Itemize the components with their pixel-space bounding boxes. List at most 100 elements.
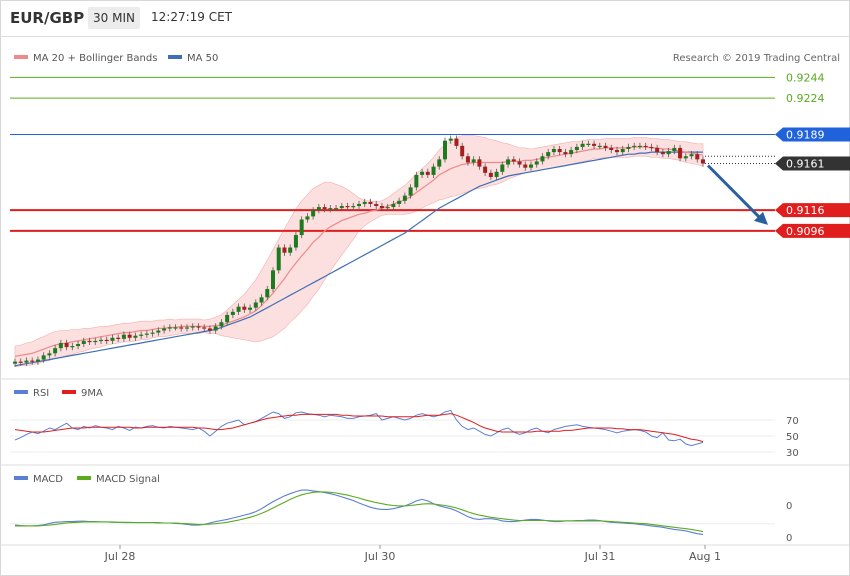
candle-body <box>225 314 230 323</box>
candle-body <box>357 203 361 207</box>
candle-body <box>511 159 516 162</box>
candle-body <box>391 203 396 208</box>
candle-body <box>190 326 195 328</box>
candle-body <box>637 145 642 148</box>
candle-body <box>104 339 109 342</box>
candle-body <box>213 326 218 331</box>
rsi-series-0 <box>14 409 704 447</box>
level-label-2: 0.9189 <box>786 128 825 141</box>
candle-body <box>93 340 98 343</box>
forecast-arrow-head <box>754 211 768 225</box>
candle-body <box>322 207 327 210</box>
candle-body <box>420 171 425 175</box>
candle-body <box>207 328 212 331</box>
candle-body <box>431 166 436 175</box>
candle-body <box>236 306 241 312</box>
candle-body <box>523 164 528 168</box>
candle-body <box>620 148 625 153</box>
candle-body <box>53 348 58 354</box>
candle-body <box>24 360 29 363</box>
candle-body <box>185 327 189 329</box>
chart-header: EUR/GBP 30 MIN 12:27:19 CET <box>0 0 850 36</box>
candle-body <box>477 159 482 167</box>
candle-body <box>265 289 270 298</box>
candle-body <box>546 152 551 157</box>
candle-body <box>133 335 138 338</box>
candle-body <box>425 171 430 175</box>
candle-body <box>557 148 562 153</box>
candle-body <box>460 145 465 157</box>
rsi-tick-label: 70 <box>786 416 799 427</box>
candle-body <box>397 200 402 204</box>
level-box-3 <box>775 156 850 171</box>
candle-body <box>219 322 224 327</box>
candle-body <box>517 161 522 165</box>
macd-signal-legend-swatch <box>77 476 91 480</box>
candle-body <box>580 143 585 147</box>
candle-body <box>150 332 155 334</box>
candle-body <box>701 159 705 164</box>
level-box-2 <box>775 127 850 142</box>
candle-body <box>288 247 293 253</box>
candle-body <box>305 216 310 220</box>
candle-body <box>196 326 201 328</box>
x-tick-label: Jul 30 <box>364 550 396 563</box>
candle-body <box>529 164 533 168</box>
candle-body <box>385 207 390 209</box>
macd-legend-label: MACD <box>33 474 63 485</box>
candle-body <box>655 147 660 153</box>
candle-body <box>574 146 579 151</box>
candle-body <box>58 342 63 349</box>
candle-body <box>41 355 46 360</box>
rsi-legend-label: RSI <box>33 388 49 399</box>
candle-body <box>253 302 258 308</box>
rsi-panel: 30 50 70 <box>10 409 799 459</box>
bollinger-band <box>14 135 704 368</box>
timeframe-badge[interactable]: 30 MIN <box>88 7 140 29</box>
candle-body <box>374 203 379 207</box>
candle-body <box>13 361 17 364</box>
candle-body <box>448 138 453 141</box>
candle-body <box>81 340 86 344</box>
candle-body <box>248 307 253 310</box>
macd-legend-swatch <box>14 476 28 480</box>
x-tick-label: Aug 1 <box>689 550 721 563</box>
candle-body <box>230 311 235 315</box>
candle-body <box>144 333 149 335</box>
candle-body <box>345 206 350 208</box>
candle-body <box>689 154 694 157</box>
candle-body <box>483 166 488 173</box>
candle-body <box>368 201 373 204</box>
candle-body <box>443 140 447 160</box>
header-divider <box>0 36 850 37</box>
candle-body <box>660 152 665 155</box>
candle-body <box>414 174 419 188</box>
candle-body <box>167 327 172 329</box>
candle-body <box>173 327 178 329</box>
candle-body <box>551 148 556 153</box>
rsi-legend-swatch <box>14 390 28 394</box>
candle-body <box>293 235 298 248</box>
candle-body <box>127 334 132 338</box>
ma20-legend-swatch <box>14 55 28 59</box>
candle-body <box>506 159 511 165</box>
candle-body <box>156 330 161 333</box>
candle-body <box>586 143 591 145</box>
symbol-title: EUR/GBP <box>10 9 85 27</box>
candle-body <box>649 146 654 149</box>
candle-body <box>282 247 287 253</box>
candle-body <box>643 145 648 148</box>
rsi-series-1 <box>14 413 704 443</box>
candle-body <box>334 208 339 210</box>
macd-panel: 00 <box>10 489 792 544</box>
candle-body <box>121 334 126 339</box>
candle-body <box>563 152 568 155</box>
level-label-0: 0.9244 <box>786 71 825 84</box>
ma20-legend-label: MA 20 + Bollinger Bands <box>33 53 157 64</box>
candle-body <box>76 343 81 347</box>
candle-body <box>276 247 281 271</box>
level-label-5: 0.9096 <box>786 225 825 238</box>
candle-body <box>632 145 637 148</box>
x-tick-label: Jul 31 <box>584 550 616 563</box>
candle-body <box>379 206 384 209</box>
